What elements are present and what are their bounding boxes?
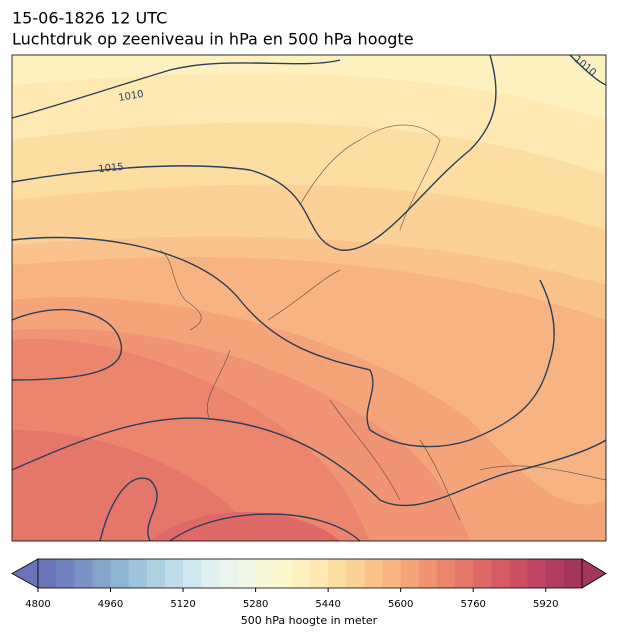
title-subtitle: Luchtdruk op zeeniveau in hPa en 500 hPa… [12, 30, 414, 49]
colorbar-band [436, 559, 456, 588]
colorbar-tick-label: 4960 [98, 599, 123, 610]
colorbar-band [563, 559, 583, 588]
title-time: 15-06-1826 12 UTC [12, 9, 167, 28]
colorbar-tick-label: 5280 [243, 599, 268, 610]
colorbar-band [219, 559, 238, 588]
colorbar-band [418, 559, 438, 588]
colorbar-band [509, 559, 529, 588]
colorbar-band [201, 559, 220, 588]
colorbar-band [382, 559, 402, 588]
colorbar-band [38, 559, 57, 588]
colorbar-band [92, 559, 112, 588]
colorbar-band [255, 559, 275, 588]
colorbar-label: 500 hPa hoogte in meter [241, 614, 378, 627]
colorbar-tick-label: 5600 [388, 599, 413, 610]
colorbar-band [455, 559, 474, 588]
colorbar-tick-label: 5120 [170, 599, 195, 610]
colorbar-band [128, 559, 148, 588]
colorbar: 4800 4960 5120 5280 5440 5600 5760 5920 [11, 558, 607, 610]
colorbar-band [364, 559, 384, 588]
colorbar-extend-high [581, 558, 607, 589]
map-frame [11, 54, 607, 542]
colorbar-band [545, 559, 565, 588]
colorbar-tick-label: 5440 [315, 599, 340, 610]
colorbar-extend-low [11, 558, 39, 589]
isobar-label: 1010 [118, 89, 145, 104]
colorbar-band [527, 559, 547, 588]
colorbar-band [237, 559, 257, 588]
colorbar-band [346, 559, 365, 588]
colorbar-band [164, 559, 184, 588]
colorbar-band [183, 559, 202, 588]
isobar-label: 1015 [98, 162, 124, 176]
colorbar-tick-label: 5760 [460, 599, 485, 610]
colorbar-band [110, 559, 130, 588]
colorbar-frame [37, 558, 583, 589]
colorbar-band [473, 559, 492, 588]
colorbar-band [310, 559, 329, 588]
colorbar-band [146, 559, 166, 588]
colorbar-band [491, 559, 510, 588]
colorbar-band [273, 559, 293, 588]
colorbar-tick-label: 5920 [533, 599, 558, 610]
colorbar-band [400, 559, 420, 588]
colorbar-band [74, 559, 93, 588]
map [12, 55, 606, 541]
colorbar-band [56, 559, 75, 588]
colorbar-band [291, 559, 311, 588]
colorbar-tick-label: 4800 [25, 599, 50, 610]
colorbar-band [328, 559, 347, 588]
